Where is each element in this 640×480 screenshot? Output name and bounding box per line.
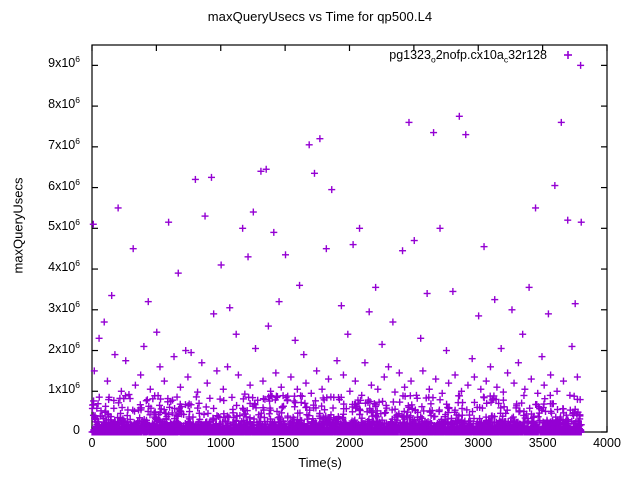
plot-border bbox=[91, 44, 608, 433]
chart-title: maxQueryUsecs vs Time for qp500.L4 bbox=[207, 9, 433, 24]
legend-series-name-sub-1: o bbox=[430, 54, 436, 65]
legend-entry-label: pg1323o2nofp.cx10ac32r128 bbox=[0, 48, 547, 65]
x-tick-label: 3500 bbox=[528, 436, 557, 450]
y-tick-label: 5x106 bbox=[48, 217, 80, 234]
x-tick-label: 0 bbox=[88, 436, 96, 450]
y-tick-label: 3x106 bbox=[48, 298, 80, 315]
data-points-series-0 bbox=[88, 61, 585, 436]
x-tick-label: 1000 bbox=[206, 436, 235, 450]
y-tick-label: 6x106 bbox=[48, 176, 80, 193]
axis-ticks bbox=[91, 45, 608, 433]
y-tick-label: 7x106 bbox=[48, 135, 80, 152]
y-tick-label: 2x106 bbox=[48, 339, 80, 356]
legend-series-name-part-3: 32r128 bbox=[508, 48, 547, 62]
legend-series-name-part-1: pg1323 bbox=[389, 48, 431, 62]
y-tick-label: 0 bbox=[73, 423, 80, 437]
x-tick-label: 3000 bbox=[464, 436, 493, 450]
y-tick-label: 4x106 bbox=[48, 257, 80, 275]
legend-series-name-sub-2: c bbox=[503, 54, 509, 65]
y-tick-label: 8x106 bbox=[48, 94, 80, 112]
x-tick-label: 1500 bbox=[271, 436, 300, 450]
legend-series-name-part-2: 2nofp.cx10a bbox=[435, 48, 504, 62]
legend-marker-icon bbox=[564, 51, 572, 59]
x-axis-label: Time(s) bbox=[298, 455, 342, 470]
y-tick-label: 1x106 bbox=[48, 380, 80, 397]
x-tick-label: 2500 bbox=[399, 436, 428, 450]
x-tick-label: 2000 bbox=[335, 436, 364, 450]
y-tick-label: 9x106 bbox=[48, 54, 80, 71]
x-tick-label: 4000 bbox=[593, 436, 621, 450]
x-tick-label: 500 bbox=[145, 436, 167, 450]
